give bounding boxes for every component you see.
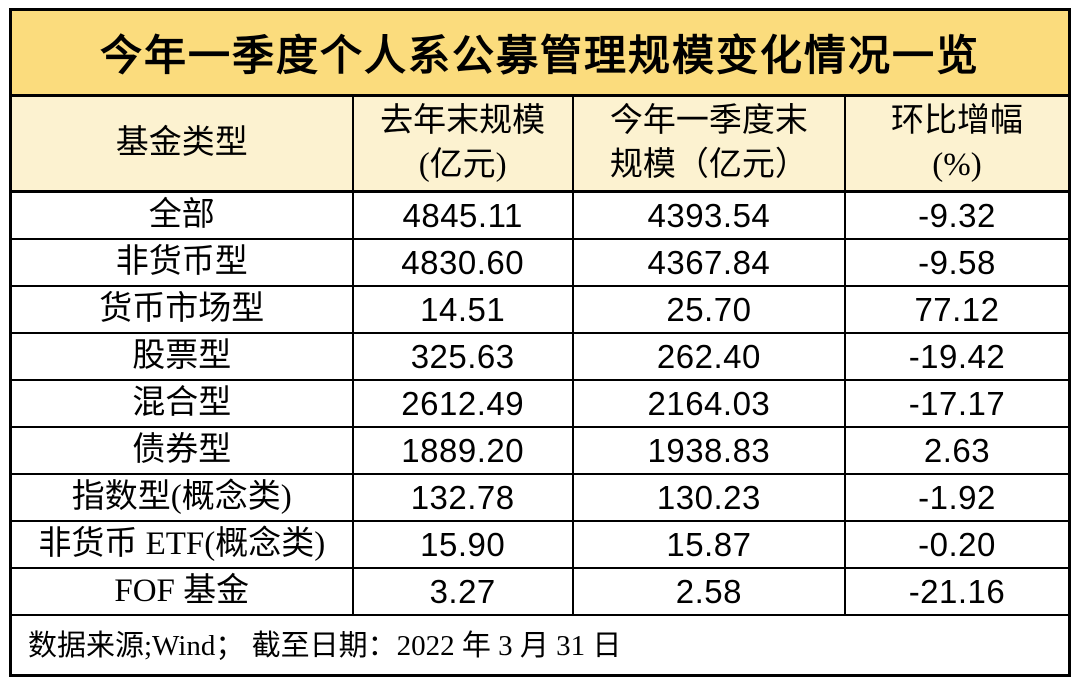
last-year-scale-cell: 325.63: [351, 331, 574, 381]
column-header-label: 基金类型: [115, 124, 248, 161]
qoq-change-cell: -21.16: [843, 566, 1071, 616]
column-header-q1-scale: 今年一季度末 规模（亿元）: [571, 94, 846, 193]
column-header-last-year-scale: 去年末规模 (亿元): [351, 94, 574, 193]
column-header-label: 规模（亿元）: [609, 146, 808, 183]
qoq-change-cell: 77.12: [843, 284, 1071, 334]
q1-scale-cell: 4367.84: [571, 237, 846, 287]
table-row: 指数型(概念类) 132.78 130.23 -1.92: [9, 472, 1071, 522]
last-year-scale-cell: 14.51: [351, 284, 574, 334]
footer-row: 数据来源;Wind； 截至日期：2022 年 3 月 31 日: [9, 613, 1071, 676]
last-year-scale-cell: 4845.11: [351, 190, 574, 240]
last-year-scale-cell: 2612.49: [351, 378, 574, 428]
fund-type-cell: 货币市场型: [9, 284, 354, 334]
column-header-qoq-change: 环比增幅 (%): [843, 94, 1071, 193]
fund-type-cell: 混合型: [9, 378, 354, 428]
table-row: 货币市场型 14.51 25.70 77.12: [9, 284, 1071, 334]
column-header-label: 环比增幅: [890, 102, 1023, 139]
column-header-label: (亿元): [418, 146, 507, 183]
fund-scale-table: 今年一季度个人系公募管理规模变化情况一览 基金类型 去年末规模 (亿元) 今年一季…: [9, 8, 1071, 677]
title-row: 今年一季度个人系公募管理规模变化情况一览: [9, 8, 1071, 97]
table-row: 债券型 1889.20 1938.83 2.63: [9, 425, 1071, 475]
qoq-change-cell: -0.20: [843, 519, 1071, 569]
last-year-scale-cell: 3.27: [351, 566, 574, 616]
table-row: 全部 4845.11 4393.54 -9.32: [9, 190, 1071, 240]
data-source-note: 数据来源;Wind； 截至日期：2022 年 3 月 31 日: [9, 613, 1071, 676]
table-body: 全部 4845.11 4393.54 -9.32 非货币型 4830.60 4367.84-…: [9, 190, 1071, 616]
fund-type-cell: 非货币型: [9, 237, 354, 287]
last-year-scale-cell: 4830.60: [351, 237, 574, 287]
column-header-label: (%): [932, 146, 982, 183]
header-row: 基金类型 去年末规模 (亿元) 今年一季度末 规模（亿元） 环比增幅 (%): [9, 94, 1071, 193]
qoq-change-cell: -9.58: [843, 237, 1071, 287]
fund-type-cell: FOF 基金: [9, 566, 354, 616]
column-header-label: 今年一季度末: [609, 102, 808, 139]
table-row: 非货币 ETF(概念类) 15.90 15.87 -0.20: [9, 519, 1071, 569]
qoq-change-cell: 2.63: [843, 425, 1071, 475]
q1-scale-cell: 1938.83: [571, 425, 846, 475]
fund-type-cell: 债券型: [9, 425, 354, 475]
qoq-change-cell: -9.32: [843, 190, 1071, 240]
q1-scale-cell: 25.70: [571, 284, 846, 334]
q1-scale-cell: 2.58: [571, 566, 846, 616]
qoq-change-cell: -19.42: [843, 331, 1071, 381]
last-year-scale-cell: 132.78: [351, 472, 574, 522]
fund-type-cell: 非货币 ETF(概念类): [9, 519, 354, 569]
fund-type-cell: 指数型(概念类): [9, 472, 354, 522]
q1-scale-cell: 2164.03: [571, 378, 846, 428]
q1-scale-cell: 262.40: [571, 331, 846, 381]
column-header-fund-type: 基金类型: [9, 94, 354, 193]
table-row: 非货币型 4830.60 4367.84 -9.58: [9, 237, 1071, 287]
table-row: FOF 基金 3.27 2.58 -21.16: [9, 566, 1071, 616]
q1-scale-cell: 130.23: [571, 472, 846, 522]
q1-scale-cell: 15.87: [571, 519, 846, 569]
qoq-change-cell: -17.17: [843, 378, 1071, 428]
q1-scale-cell: 4393.54: [571, 190, 846, 240]
fund-type-cell: 股票型: [9, 331, 354, 381]
table-row: 股票型 325.63 262.40 -19.42: [9, 331, 1071, 381]
table-row: 混合型 2612.49 2164.03 -17.17: [9, 378, 1071, 428]
fund-type-cell: 全部: [9, 190, 354, 240]
table-title: 今年一季度个人系公募管理规模变化情况一览: [9, 8, 1071, 97]
column-header-label: 去年末规模: [380, 102, 546, 139]
last-year-scale-cell: 15.90: [351, 519, 574, 569]
qoq-change-cell: -1.92: [843, 472, 1071, 522]
last-year-scale-cell: 1889.20: [351, 425, 574, 475]
